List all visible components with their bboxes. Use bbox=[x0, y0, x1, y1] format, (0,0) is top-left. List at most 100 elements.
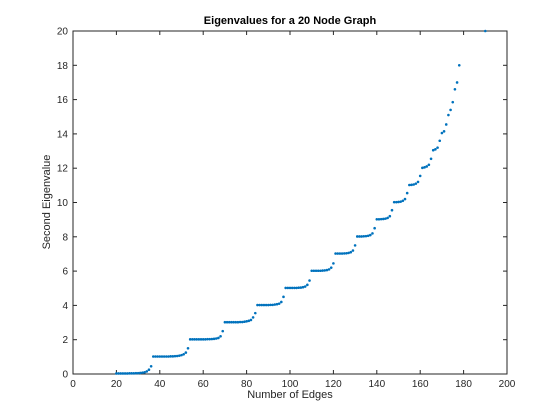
data-point bbox=[245, 320, 248, 323]
data-point bbox=[308, 279, 311, 282]
data-point bbox=[353, 244, 357, 247]
data-point bbox=[423, 166, 426, 169]
data-point bbox=[180, 353, 183, 357]
y-tick-label: 14 bbox=[57, 129, 69, 140]
data-point bbox=[386, 216, 389, 220]
y-tick-label: 16 bbox=[57, 95, 69, 106]
data-point bbox=[230, 320, 233, 324]
data-point bbox=[366, 234, 370, 238]
data-point bbox=[173, 354, 177, 358]
data-point bbox=[125, 372, 129, 375]
data-point bbox=[358, 235, 361, 238]
data-point bbox=[184, 351, 188, 354]
data-point bbox=[336, 252, 340, 255]
data-point bbox=[431, 148, 435, 152]
data-point bbox=[206, 337, 209, 341]
data-point bbox=[269, 303, 272, 307]
data-point bbox=[162, 355, 166, 358]
data-point bbox=[236, 320, 240, 324]
data-point bbox=[293, 286, 296, 290]
data-point bbox=[240, 320, 244, 324]
data-point bbox=[253, 311, 257, 315]
data-point bbox=[325, 268, 329, 272]
data-point bbox=[262, 303, 266, 307]
data-point bbox=[256, 303, 259, 307]
data-point bbox=[182, 352, 185, 356]
data-point bbox=[332, 262, 335, 265]
data-point bbox=[227, 320, 231, 324]
data-point bbox=[191, 338, 194, 341]
data-point bbox=[399, 200, 402, 203]
data-point bbox=[299, 286, 303, 289]
data-point bbox=[217, 336, 220, 340]
data-point bbox=[249, 318, 253, 322]
data-point bbox=[156, 355, 159, 358]
data-point bbox=[247, 319, 251, 323]
data-point bbox=[123, 372, 127, 375]
data-point bbox=[457, 64, 461, 67]
data-point bbox=[314, 269, 318, 273]
data-point bbox=[421, 166, 424, 170]
x-axis-label: Number of Edges bbox=[247, 389, 333, 401]
data-point bbox=[271, 303, 274, 307]
data-point bbox=[410, 183, 413, 187]
data-point bbox=[418, 174, 422, 178]
data-point bbox=[342, 252, 346, 255]
data-point bbox=[169, 355, 172, 358]
data-point bbox=[119, 372, 123, 375]
x-tick-label: 140 bbox=[368, 379, 385, 390]
x-tick-label: 160 bbox=[412, 379, 429, 390]
data-point bbox=[130, 372, 133, 375]
data-point bbox=[210, 337, 214, 341]
data-point bbox=[223, 320, 227, 324]
data-point bbox=[290, 286, 294, 290]
data-point bbox=[138, 371, 142, 375]
data-point bbox=[449, 108, 452, 112]
data-point bbox=[408, 183, 411, 187]
data-point bbox=[395, 200, 398, 204]
data-point bbox=[165, 355, 168, 358]
data-point bbox=[136, 371, 140, 375]
data-point bbox=[388, 214, 392, 218]
data-point bbox=[316, 269, 320, 273]
data-point bbox=[397, 200, 400, 204]
x-tick-label: 40 bbox=[154, 379, 166, 390]
data-point bbox=[280, 300, 283, 304]
data-point bbox=[154, 355, 157, 358]
data-point bbox=[442, 130, 446, 133]
data-point bbox=[425, 165, 429, 168]
data-point bbox=[384, 217, 387, 220]
data-point bbox=[143, 370, 146, 374]
data-point bbox=[204, 338, 207, 341]
data-point bbox=[447, 113, 450, 117]
x-tick-label: 200 bbox=[499, 379, 516, 390]
data-point bbox=[134, 371, 138, 375]
data-point bbox=[368, 233, 372, 237]
data-point bbox=[306, 283, 309, 287]
x-tick-label: 180 bbox=[455, 379, 472, 390]
x-tick-label: 120 bbox=[325, 379, 342, 390]
y-tick-label: 2 bbox=[62, 335, 68, 346]
axis-ticks: 0 20 40 60 80 100 120 140 160 180 200 0 2 4 6 8 10 12 14 16… bbox=[57, 27, 516, 391]
data-point bbox=[312, 269, 316, 273]
data-point bbox=[429, 157, 433, 161]
x-tick-label: 0 bbox=[70, 379, 76, 390]
data-point bbox=[282, 295, 285, 299]
data-point bbox=[197, 338, 201, 341]
data-point bbox=[258, 303, 261, 307]
x-tick-label: 100 bbox=[282, 379, 299, 390]
data-point bbox=[234, 320, 238, 324]
data-point bbox=[377, 218, 381, 221]
y-tick-label: 6 bbox=[62, 267, 68, 278]
y-axis-label: Second Eigenvalue bbox=[41, 155, 53, 250]
data-point bbox=[453, 88, 457, 91]
data-point bbox=[401, 199, 405, 203]
y-tick-label: 18 bbox=[57, 61, 69, 72]
data-point bbox=[128, 372, 131, 375]
data-point bbox=[214, 337, 218, 340]
data-point bbox=[117, 372, 120, 375]
data-point bbox=[349, 250, 353, 254]
data-point bbox=[351, 249, 355, 252]
